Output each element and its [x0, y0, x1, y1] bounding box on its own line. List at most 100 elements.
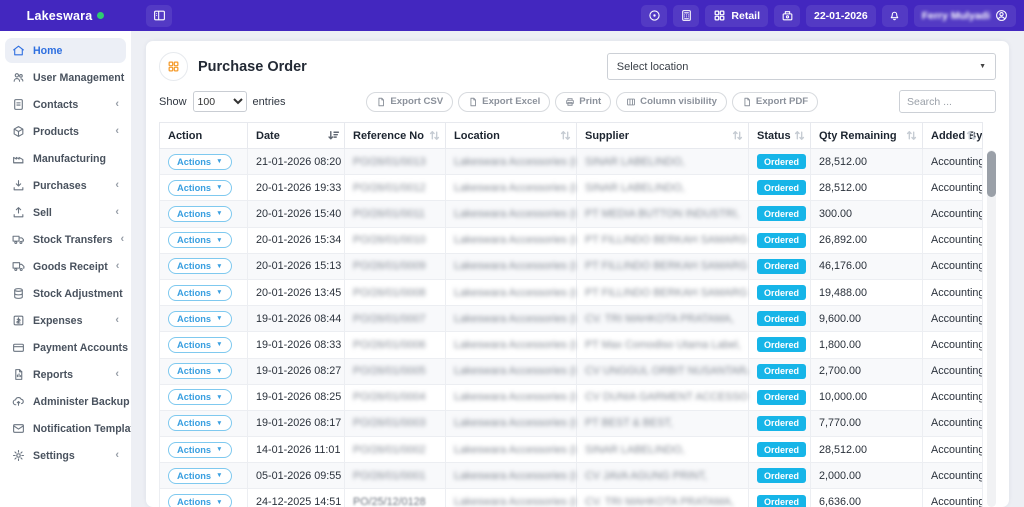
actions-dropdown-button[interactable]: Actions ▼	[168, 494, 232, 507]
column-header-qty[interactable]: Qty Remaining	[810, 122, 923, 149]
date-button[interactable]: 22-01-2026	[806, 4, 876, 27]
sidebar-item-icon	[12, 395, 25, 408]
actions-dropdown-button[interactable]: Actions ▼	[168, 441, 232, 458]
actions-dropdown-button[interactable]: Actions ▼	[168, 310, 232, 327]
retail-button[interactable]: Retail	[705, 4, 768, 27]
actions-dropdown-button[interactable]: Actions ▼	[168, 284, 232, 301]
sidebar-item-contacts[interactable]: Contacts ‹	[5, 92, 126, 117]
sidebar-item-home[interactable]: Home ‹	[5, 38, 126, 63]
sidebar-item-products[interactable]: Products ‹	[5, 119, 126, 144]
sidebar-item-icon	[12, 179, 25, 192]
purchase-order-icon	[159, 52, 188, 81]
cash-register-button[interactable]	[774, 4, 800, 27]
sidebar-item-label: Goods Receipt	[33, 260, 108, 273]
sidebar-item-sell[interactable]: Sell ‹	[5, 200, 126, 225]
sort-icon	[965, 129, 978, 142]
actions-dropdown-button[interactable]: Actions ▼	[168, 179, 232, 196]
table-row: Actions ▼ 24-12-2025 14:51 PO/25/12/0128…	[159, 488, 983, 507]
sidebar-item-reports[interactable]: Reports ‹	[5, 362, 126, 387]
sidebar-item-goods[interactable]: Goods Receipt ‹	[5, 254, 126, 279]
actions-dropdown-button[interactable]: Actions ▼	[168, 153, 232, 170]
chevron-icon: ‹	[115, 206, 119, 218]
sidebar-item-label: User Management	[33, 71, 125, 84]
user-menu-button[interactable]: Ferry Mulyadi	[913, 4, 1016, 27]
status-badge: Ordered	[757, 389, 807, 405]
table-scrollbar[interactable]	[987, 150, 996, 507]
actions-label: Actions	[177, 366, 212, 377]
table-scrollbar-thumb[interactable]	[987, 151, 996, 197]
grid-icon	[713, 9, 726, 22]
sidebar-item-adjustment[interactable]: Stock Adjustment ‹	[5, 281, 131, 306]
actions-dropdown-button[interactable]: Actions ▼	[168, 363, 232, 380]
column-header-added[interactable]: Added By	[922, 122, 983, 149]
export-csv-button[interactable]: Export CSV	[366, 91, 454, 112]
column-header-location[interactable]: Location	[445, 122, 577, 149]
sidebar-item-purchases[interactable]: Purchases ‹	[5, 173, 126, 198]
sidebar-item-notifications[interactable]: Notification Templates ‹	[5, 416, 131, 441]
sidebar-item-expenses[interactable]: Expenses ‹	[5, 308, 126, 333]
actions-dropdown-button[interactable]: Actions ▼	[168, 415, 232, 432]
location-cell: Lakeswara Accessories (LA)	[445, 436, 577, 464]
user-name: Ferry Mulyadi	[921, 9, 990, 22]
location-select[interactable]: Select location ▼	[606, 53, 996, 80]
qty-remaining-cell: 6,636.00	[810, 488, 923, 507]
column-header-date[interactable]: Date	[247, 122, 345, 149]
sidebar-item-payments[interactable]: Payment Accounts ‹	[5, 335, 128, 360]
sidebar-item-users[interactable]: User Management ‹	[5, 65, 126, 90]
export-excel-button[interactable]: Export Excel	[458, 91, 551, 112]
status-cell: Ordered	[748, 383, 811, 411]
entries-label: entries	[252, 95, 286, 108]
qty-remaining-cell: 1,800.00	[810, 331, 923, 359]
export-pdf-button[interactable]: Export PDF	[731, 91, 819, 112]
actions-dropdown-button[interactable]: Actions ▼	[168, 205, 232, 222]
sidebar-item-backup[interactable]: Administer Backup ‹	[5, 389, 130, 414]
brand-status-dot	[97, 12, 105, 19]
reference-cell: PO/26/01/0010	[344, 226, 446, 254]
caret-down-icon: ▼	[216, 393, 223, 401]
reference-cell: PO/26/01/0002	[344, 436, 446, 464]
column-visibility-button[interactable]: Column visibility	[616, 91, 727, 112]
action-cell: Actions ▼	[159, 305, 248, 333]
table-row: Actions ▼ 20-01-2026 13:45 PO/26/01/0008…	[159, 278, 983, 307]
action-cell: Actions ▼	[159, 383, 248, 411]
sidebar-item-transfers[interactable]: Stock Transfers ‹	[5, 227, 126, 252]
notifications-button[interactable]	[881, 4, 908, 27]
actions-dropdown-button[interactable]: Actions ▼	[168, 467, 232, 484]
location-cell: Lakeswara Accessories (LA)	[445, 331, 577, 359]
actions-dropdown-button[interactable]: Actions ▼	[168, 336, 232, 353]
column-header-reference[interactable]: Reference No	[344, 122, 446, 149]
added-by-cell: Accounting Lakes	[922, 226, 983, 254]
column-header-status[interactable]: Status	[748, 122, 811, 149]
button-icon	[742, 97, 752, 107]
sidebar-item-settings[interactable]: Settings ‹	[5, 443, 126, 468]
actions-label: Actions	[177, 156, 212, 167]
actions-dropdown-button[interactable]: Actions ▼	[168, 389, 232, 406]
qty-remaining-cell: 19,488.00	[810, 278, 923, 307]
table-row: Actions ▼ 20-01-2026 19:33 PO/26/01/0012…	[159, 174, 983, 202]
button-icon	[565, 97, 575, 107]
date-cell: 24-12-2025 14:51	[247, 488, 345, 507]
retail-label: Retail	[731, 9, 760, 22]
actions-dropdown-button[interactable]: Actions ▼	[168, 232, 232, 249]
column-header-supplier[interactable]: Supplier	[576, 122, 749, 149]
sidebar-item-manufacturing[interactable]: Manufacturing ‹	[5, 146, 126, 171]
date-cell: 20-01-2026 19:33	[247, 174, 345, 202]
button-label: Export Excel	[482, 96, 541, 107]
table-row: Actions ▼ 20-01-2026 15:34 PO/26/01/0010…	[159, 226, 983, 254]
qty-remaining-cell: 28,512.00	[810, 147, 923, 176]
pos-target-button[interactable]	[641, 4, 668, 27]
reference-cell: PO/26/01/0013	[344, 147, 446, 176]
sidebar-toggle-button[interactable]	[146, 4, 172, 27]
actions-dropdown-button[interactable]: Actions ▼	[168, 258, 232, 275]
button-label: Export CSV	[390, 96, 444, 107]
search-input[interactable]	[899, 90, 996, 113]
date-cell: 20-01-2026 15:34	[247, 226, 345, 254]
calculator-button[interactable]	[673, 4, 700, 27]
location-cell: Lakeswara Accessories (LA)	[445, 200, 577, 228]
sidebar-item-label: Reports	[33, 368, 74, 381]
reference-cell: PO/26/01/0004	[344, 383, 446, 411]
print-button[interactable]: Print	[555, 91, 612, 112]
page-size-select[interactable]: 100	[192, 91, 247, 112]
date-cell: 20-01-2026 15:13	[247, 252, 345, 280]
sidebar-item-label: Purchases	[33, 179, 87, 192]
